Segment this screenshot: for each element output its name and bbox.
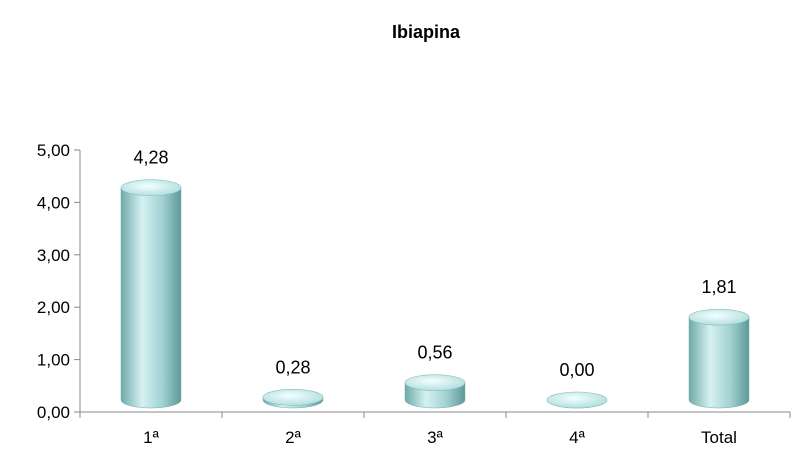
bar: [262, 389, 324, 409]
bar: [404, 374, 466, 409]
y-tick-label: 1,00: [37, 351, 70, 370]
bar: [120, 179, 182, 409]
x-category-label: 2ª: [285, 428, 301, 447]
y-tick-label: 0,00: [37, 403, 70, 422]
bars: [120, 179, 750, 409]
x-category-label: 3ª: [427, 428, 443, 447]
y-tick-label: 2,00: [37, 298, 70, 317]
x-category-label: Total: [701, 428, 737, 447]
y-tick-label: 5,00: [37, 141, 70, 160]
y-tick-label: 4,00: [37, 193, 70, 212]
x-ticks: 1ª 2ª 3ª 4ª Total: [79, 412, 791, 447]
bar-body: [120, 187, 182, 409]
x-category-label: 1ª: [143, 428, 159, 447]
bar-body: [688, 316, 750, 409]
bar-top: [262, 389, 324, 406]
chart-title: Ibiapina: [392, 22, 461, 42]
bar-top: [688, 308, 750, 326]
data-label: 4,28: [133, 148, 168, 168]
bar: [688, 308, 750, 409]
data-label: 1,81: [701, 277, 736, 297]
axes: [79, 150, 790, 413]
x-category-label: 4ª: [569, 428, 585, 447]
bar-top: [546, 391, 608, 409]
bar-top: [404, 374, 466, 391]
data-labels: 4,28 0,28 0,56 0,00 1,81: [133, 148, 736, 380]
data-label: 0,56: [417, 343, 452, 363]
bar-top: [120, 179, 182, 197]
data-label: 0,00: [559, 360, 594, 380]
y-ticks: 0,00 1,00 2,00 3,00 4,00 5,00: [37, 141, 80, 422]
data-label: 0,28: [275, 357, 310, 377]
y-tick-label: 3,00: [37, 246, 70, 265]
bar: [546, 391, 608, 409]
